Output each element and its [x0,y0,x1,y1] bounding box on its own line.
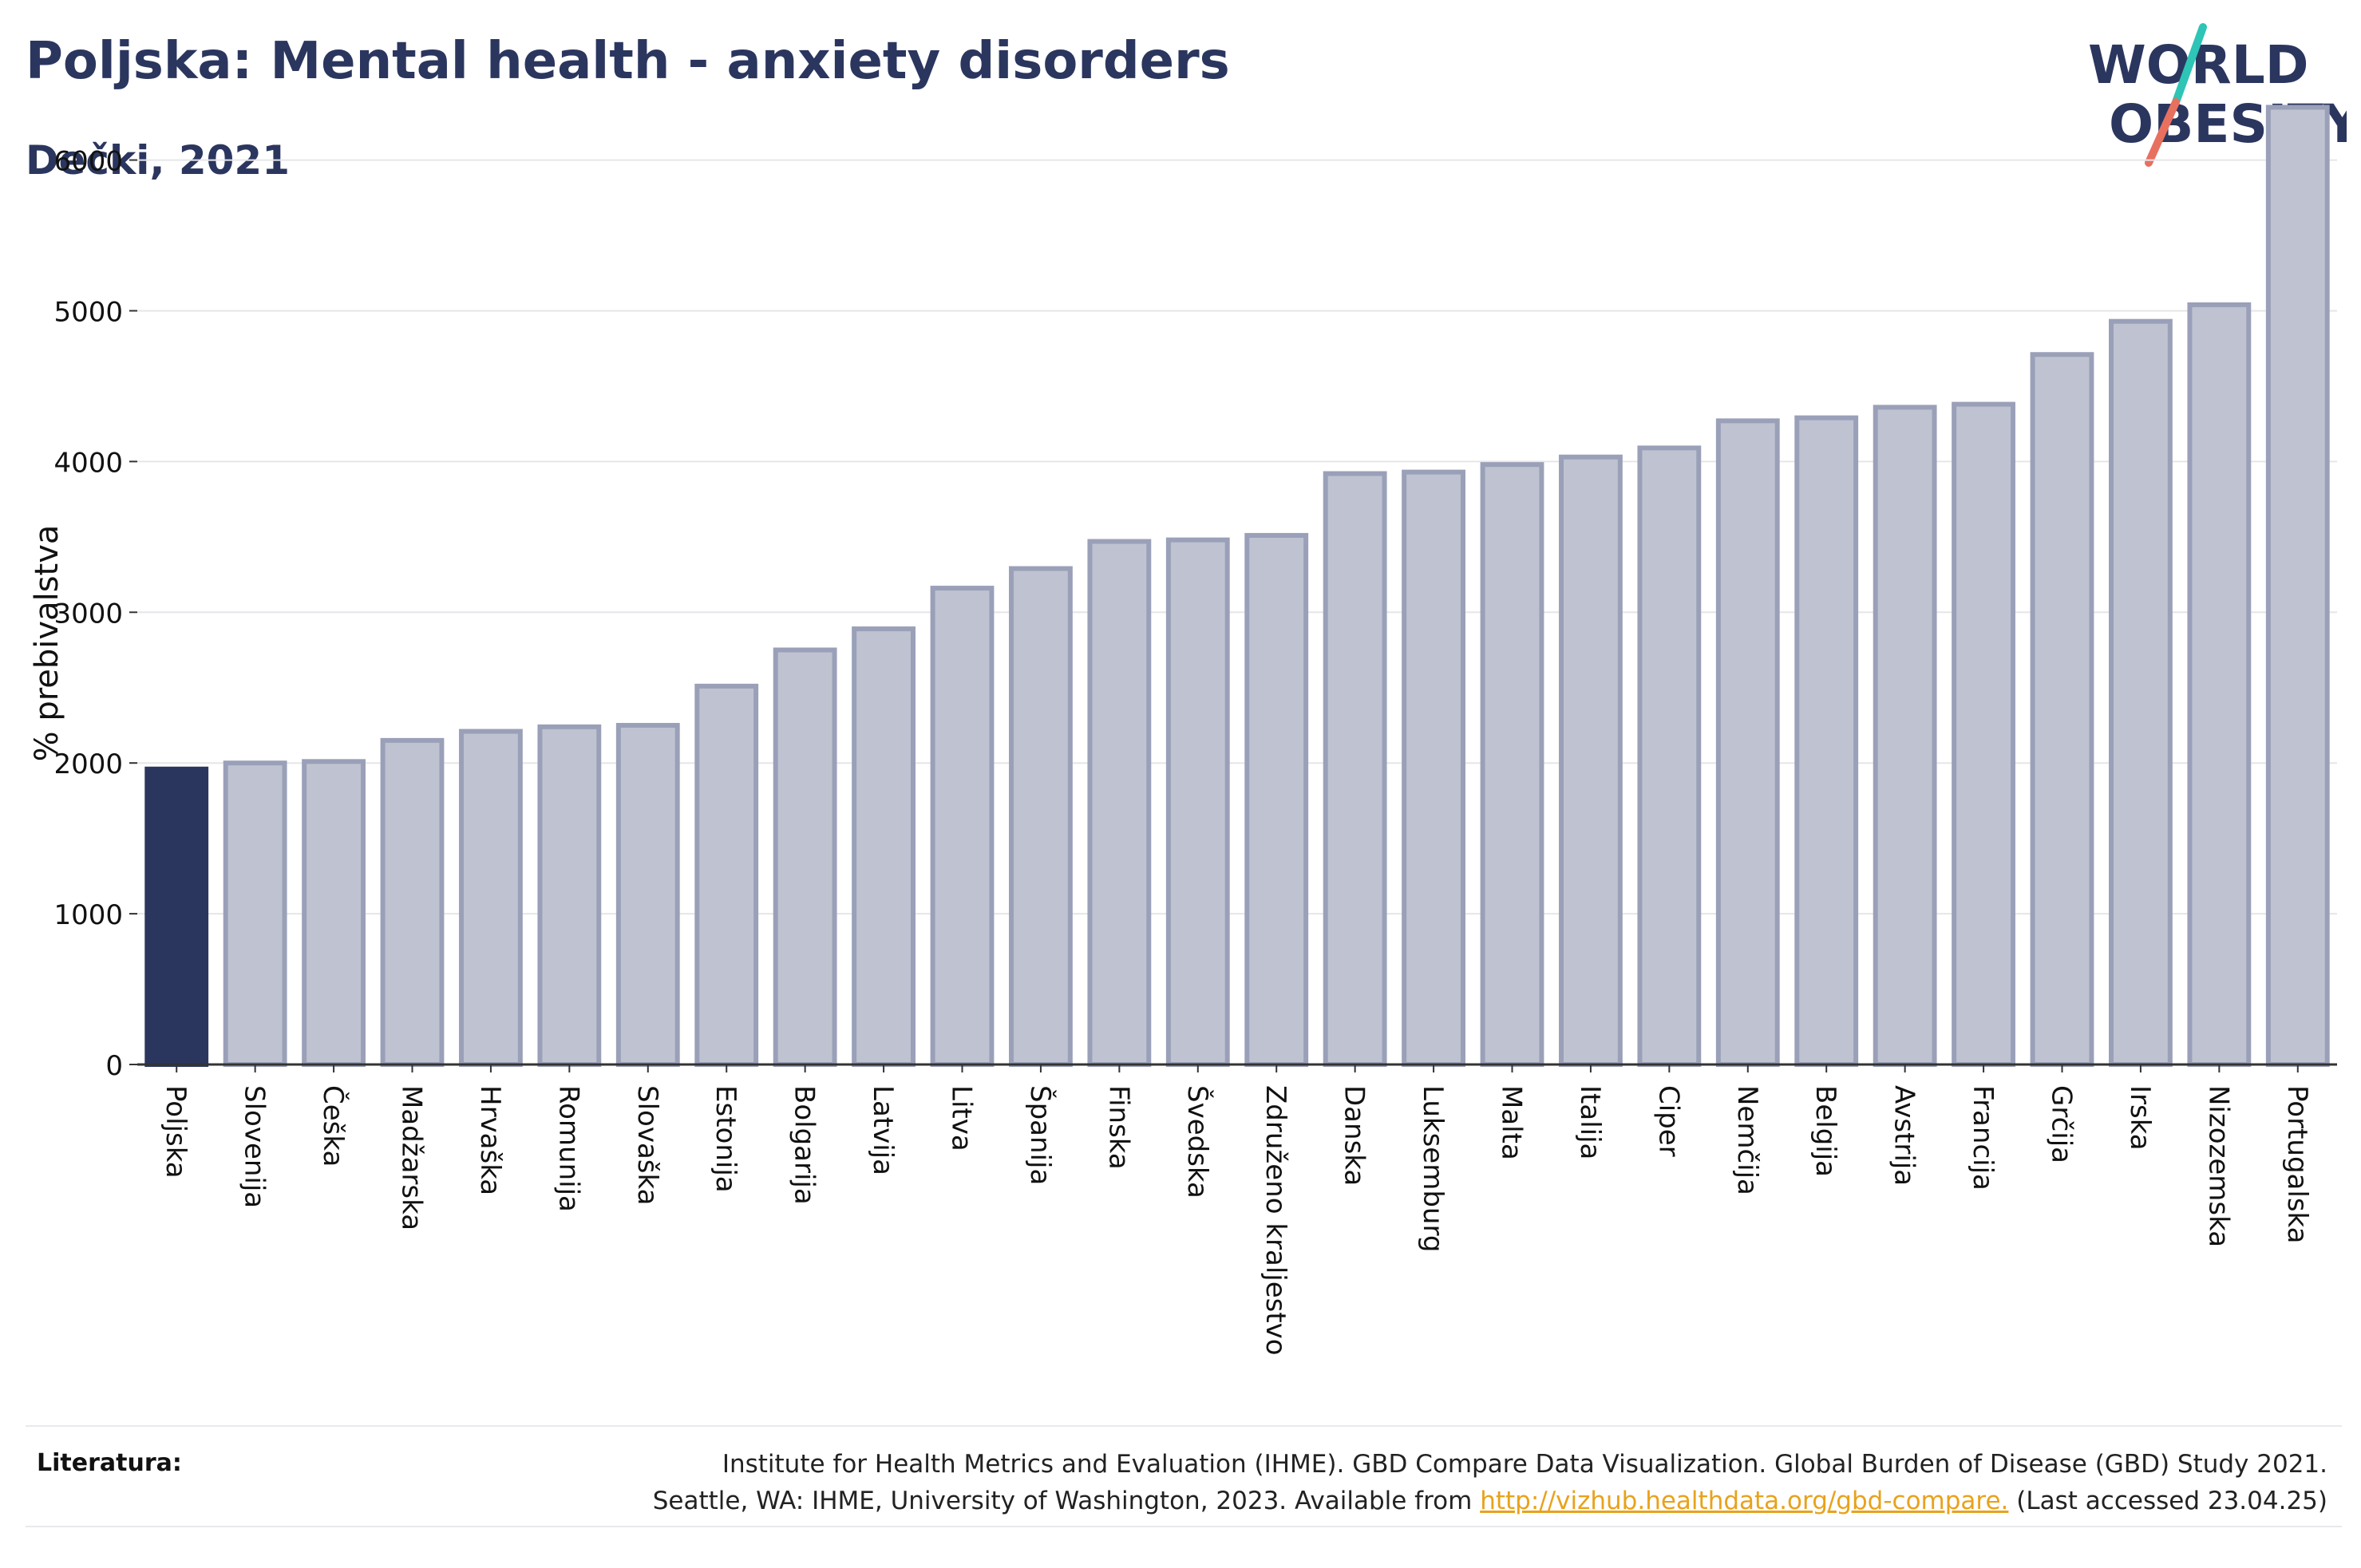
y-tick-label: 1000 [53,899,123,931]
bar-avstrija [1873,405,1937,1067]
x-tick-label: Belgija [1809,1085,1841,1177]
bar-nizozemska [2187,302,2252,1068]
world-obesity-logo: WORLD OBESITY [2088,23,2347,167]
y-tick-label: 4000 [53,447,123,479]
bar-danska [1323,471,1387,1067]
bar-švedska [1165,537,1230,1067]
x-tick-label: Grčija [2046,1085,2078,1163]
x-tick-label: Slovenija [239,1085,271,1208]
x-tick-label: Luksemburg [1417,1085,1449,1252]
y-tick-label: 3000 [53,598,123,630]
bar-slovenija [223,760,287,1067]
references-text: Institute for Health Metrics and Evaluat… [653,1446,2327,1519]
x-tick-label: Madžarska [396,1085,428,1230]
bar-luksemburg [1402,469,1465,1067]
x-tick-label: Poljska [160,1085,192,1179]
reference-line-2: Seattle, WA: IHME, University of Washing… [653,1483,2327,1519]
bar-slovaška [615,722,680,1067]
x-tick-label: Švedska [1181,1085,1214,1199]
x-tick-label: Portugalska [2281,1085,2313,1243]
x-tick-label: Slovaška [631,1085,663,1205]
x-tick-label: Združeno kraljestvo [1260,1085,1291,1356]
x-tick-label: Italija [1574,1085,1606,1159]
x-tick-label: Danska [1339,1085,1370,1186]
x-tick-label: Francija [1967,1085,1999,1191]
references-top-divider [26,1425,2342,1427]
bar-litva [930,586,995,1067]
page-title: Poljska: Mental health - anxiety disorde… [26,32,1230,91]
axis-layer: 0 1000 2000 3000 4000 5000 6000 Poljska Slovenij… [53,146,2337,1356]
bar-romunija [537,724,602,1067]
y-tick-label: 6000 [53,146,123,178]
x-tick-label: Finska [1102,1085,1134,1170]
bar-malta [1480,462,1544,1067]
bar-latvija [852,626,916,1067]
y-tick-label: 5000 [53,296,123,328]
bar-španija [1009,566,1073,1067]
bar-ciper [1637,445,1702,1067]
x-tick-label: Avstrija [1888,1085,1920,1186]
bar-irska [2109,318,2173,1067]
references-bottom-divider [26,1526,2342,1527]
logo-slash-coral [2145,98,2180,167]
x-tick-label: Nizozemska [2202,1085,2234,1247]
reference-line-2-prefix: Seattle, WA: IHME, University of Washing… [652,1487,1473,1515]
x-tick-label: Irska [2124,1085,2156,1151]
x-tick-label: Romunija [552,1085,584,1212]
x-tick-label: Latvija [867,1085,899,1175]
bar-madžarska [380,737,445,1067]
bar-portugalska [2265,105,2330,1067]
x-tick-label: Španija [1024,1085,1057,1185]
x-tick-label: Češka [317,1085,350,1167]
bar-italija [1559,454,1623,1067]
x-tick-label: Nemčija [1731,1085,1763,1195]
bar-layer [144,105,2330,1068]
bar-estonija [694,683,759,1068]
y-tick-label: 0 [105,1050,123,1082]
bar-belgija [1794,415,1859,1067]
bar-češka [302,759,366,1068]
reference-line-1: Institute for Health Metrics and Evaluat… [722,1450,2327,1479]
x-tick-label: Malta [1496,1085,1528,1160]
bar-združeno-kraljestvo [1244,532,1309,1067]
y-tick-label: 2000 [53,748,123,780]
bar-finska [1087,539,1152,1067]
bar-bolgarija [773,647,837,1067]
bar-grčija [2030,352,2094,1067]
bar-hrvaška [459,729,523,1068]
x-tick-label: Litva [946,1085,978,1151]
bar-francija [1952,401,2015,1067]
reference-link[interactable]: http://vizhub.healthdata.org/gbd-compare… [1480,1487,2009,1515]
reference-line-2-suffix: (Last accessed 23.04.25) [2016,1487,2327,1515]
x-tick-label: Estonija [710,1085,742,1193]
x-tick-label: Hrvaška [474,1085,506,1195]
bar-nemčija [1715,418,1780,1067]
references-label: Literatura: [37,1449,182,1477]
y-axis-label: % prebivalstva [29,525,65,762]
logo-slash-teal [2172,23,2207,106]
bar-poljska [144,766,209,1068]
x-tick-label: Ciper [1652,1085,1684,1157]
x-tick-label: Bolgarija [789,1085,821,1205]
